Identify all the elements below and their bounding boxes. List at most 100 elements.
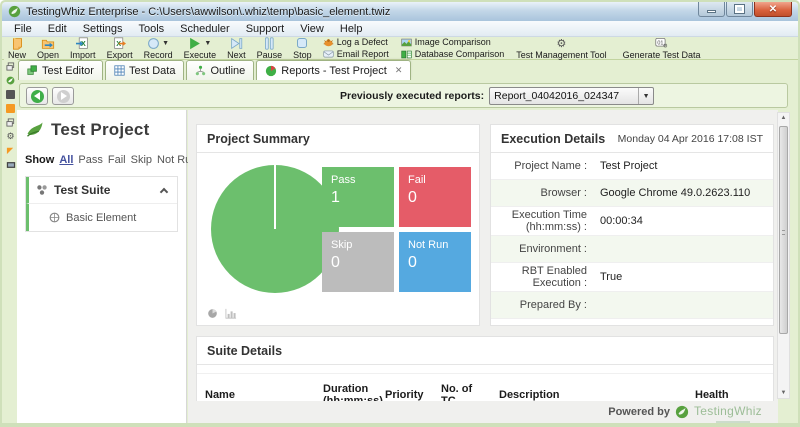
- recorder-view-icon[interactable]: [5, 145, 16, 156]
- suite-table-header-row: Name Duration (hh:mm:ss) Priority No. of…: [197, 373, 773, 402]
- settings-gear-icon[interactable]: ⚙: [6, 131, 15, 141]
- restore-view-icon[interactable]: [5, 61, 16, 72]
- vertical-scrollbar[interactable]: ▲ ▼: [777, 112, 790, 399]
- menu-tools[interactable]: Tools: [138, 22, 165, 35]
- collapse-chevron-icon[interactable]: [159, 187, 169, 196]
- view-shortcut-rail: ⚙: [4, 59, 17, 423]
- project-logo-icon: [27, 122, 43, 137]
- detail-row-execution-time: Execution Time (hh:mm:ss) : 00:00:34: [491, 207, 773, 236]
- menu-scheduler[interactable]: Scheduler: [180, 22, 230, 35]
- image-comparison-button[interactable]: Image Comparison: [401, 37, 505, 47]
- maximize-button[interactable]: [726, 2, 753, 17]
- svg-text:⚙: ⚙: [662, 44, 667, 49]
- filter-show-label: Show: [25, 154, 55, 166]
- back-arrow-icon: [33, 92, 40, 100]
- test-management-tool-button[interactable]: ⚙ Test Management Tool: [516, 37, 607, 60]
- comparison-group: Image Comparison Database Comparison: [401, 37, 505, 59]
- tab-reports[interactable]: Reports - Test Project ✕: [256, 60, 412, 80]
- import-button[interactable]: X Import: [70, 36, 96, 60]
- generate-test-data-button[interactable]: 01 ⚙ Generate Test Data: [623, 37, 701, 60]
- maximize-icon: [734, 4, 745, 14]
- report-content: Project Summary Pass 1 Fail 0 Skip 0: [188, 110, 778, 423]
- stop-button[interactable]: Stop: [293, 37, 312, 60]
- filter-not-run[interactable]: Not Run: [157, 154, 198, 166]
- minimize-icon: [707, 10, 716, 13]
- testingwhiz-mini-icon[interactable]: [5, 75, 16, 86]
- close-button[interactable]: ✕: [754, 2, 792, 17]
- filter-fail[interactable]: Fail: [107, 154, 126, 166]
- tab-test-editor[interactable]: Test Editor: [18, 60, 103, 80]
- screen-view-icon[interactable]: [5, 159, 16, 170]
- svg-text:01: 01: [657, 41, 663, 47]
- bug-icon: [323, 38, 333, 46]
- next-button[interactable]: Next: [227, 37, 246, 60]
- tab-close-icon[interactable]: ✕: [394, 65, 403, 75]
- test-data-table-icon: [114, 65, 125, 76]
- powered-by-label: Powered by: [608, 406, 670, 418]
- filter-skip[interactable]: Skip: [130, 154, 153, 166]
- export-button[interactable]: X Export: [107, 36, 133, 60]
- suite-details-card: Suite Details Name Duration (hh:mm:ss) P…: [196, 336, 774, 403]
- execute-button[interactable]: ▼ Execute: [184, 37, 216, 60]
- result-tiles: Pass 1 Fail 0 Skip 0 Not Run 0: [322, 167, 471, 292]
- suite-details-table: Name Duration (hh:mm:ss) Priority No. of…: [197, 373, 773, 402]
- back-button[interactable]: [26, 87, 48, 105]
- bar-chart-toggle-icon[interactable]: [225, 306, 237, 324]
- report-nav-bar: Previously executed reports: Report_0404…: [2, 80, 798, 110]
- toolbox-view-icon[interactable]: [5, 89, 16, 100]
- menu-help[interactable]: Help: [339, 22, 363, 35]
- menu-support[interactable]: Support: [245, 22, 285, 35]
- record-button[interactable]: ▼ Record: [144, 37, 173, 60]
- detail-row-environment: Environment :: [491, 236, 773, 263]
- forward-button[interactable]: [52, 87, 74, 105]
- detail-row-project-name: Project Name : Test Project: [491, 153, 773, 180]
- new-button[interactable]: New: [8, 37, 26, 60]
- previously-executed-reports-label: Previously executed reports:: [340, 90, 485, 102]
- tree-item-test-suite[interactable]: Test Suite: [26, 177, 177, 204]
- scroll-down-icon[interactable]: ▼: [780, 390, 787, 396]
- filter-all[interactable]: All: [59, 154, 74, 166]
- database-comparison-button[interactable]: Database Comparison: [401, 49, 504, 59]
- next-step-icon: [230, 37, 243, 50]
- database-icon: [401, 50, 412, 58]
- menu-edit[interactable]: Edit: [47, 22, 67, 35]
- import-excel-icon: X: [76, 36, 89, 50]
- tab-outline[interactable]: Outline: [186, 60, 255, 80]
- project-title-row: Test Project: [25, 120, 178, 140]
- detail-row-browser: Browser : Google Chrome 49.0.2623.110: [491, 180, 773, 207]
- execute-play-icon: [190, 37, 201, 49]
- skip-count: 0: [331, 254, 340, 271]
- log-a-defect-button[interactable]: Log a Defect: [323, 37, 389, 47]
- not-run-tile: Not Run 0: [399, 232, 471, 292]
- pause-icon: [264, 36, 275, 50]
- menu-file[interactable]: File: [14, 22, 32, 35]
- execution-date: Monday 04 Apr 2016 17:08 IST: [617, 133, 763, 145]
- email-report-button[interactable]: Email Report: [323, 49, 389, 59]
- pause-button[interactable]: Pause: [257, 36, 282, 60]
- tree-item-basic-element[interactable]: Basic Element: [26, 204, 177, 231]
- minimize-button[interactable]: [698, 2, 725, 17]
- filter-pass[interactable]: Pass: [78, 154, 103, 166]
- report-footer: Powered by TestingWhiz: [188, 401, 778, 423]
- record-dropdown-icon[interactable]: ▼: [162, 39, 170, 47]
- previously-executed-reports-select[interactable]: Report_04042016_024347 ▼: [489, 87, 655, 105]
- report-nav-panel: Previously executed reports: Report_0404…: [19, 83, 788, 108]
- scrollbar-thumb[interactable]: [779, 126, 788, 334]
- menu-view[interactable]: View: [300, 22, 324, 35]
- col-priority: Priority: [377, 373, 433, 402]
- col-description: Description: [491, 373, 687, 402]
- fail-count: 0: [408, 189, 417, 206]
- scroll-up-icon[interactable]: ▲: [780, 115, 787, 121]
- gear-icon: ⚙: [556, 37, 567, 50]
- tab-test-data[interactable]: Test Data: [104, 60, 185, 80]
- restore-view-icon-2[interactable]: [5, 117, 16, 128]
- window-title: TestingWhiz Enterprise - C:\Users\awwils…: [26, 5, 391, 18]
- object-view-icon[interactable]: [5, 103, 16, 114]
- pie-chart-toggle-icon[interactable]: [207, 306, 218, 324]
- execute-dropdown-icon[interactable]: ▼: [204, 39, 212, 47]
- export-excel-icon: X: [113, 36, 127, 50]
- open-button[interactable]: Open: [37, 37, 59, 60]
- reports-pie-icon: [266, 65, 277, 76]
- menu-settings[interactable]: Settings: [82, 22, 123, 35]
